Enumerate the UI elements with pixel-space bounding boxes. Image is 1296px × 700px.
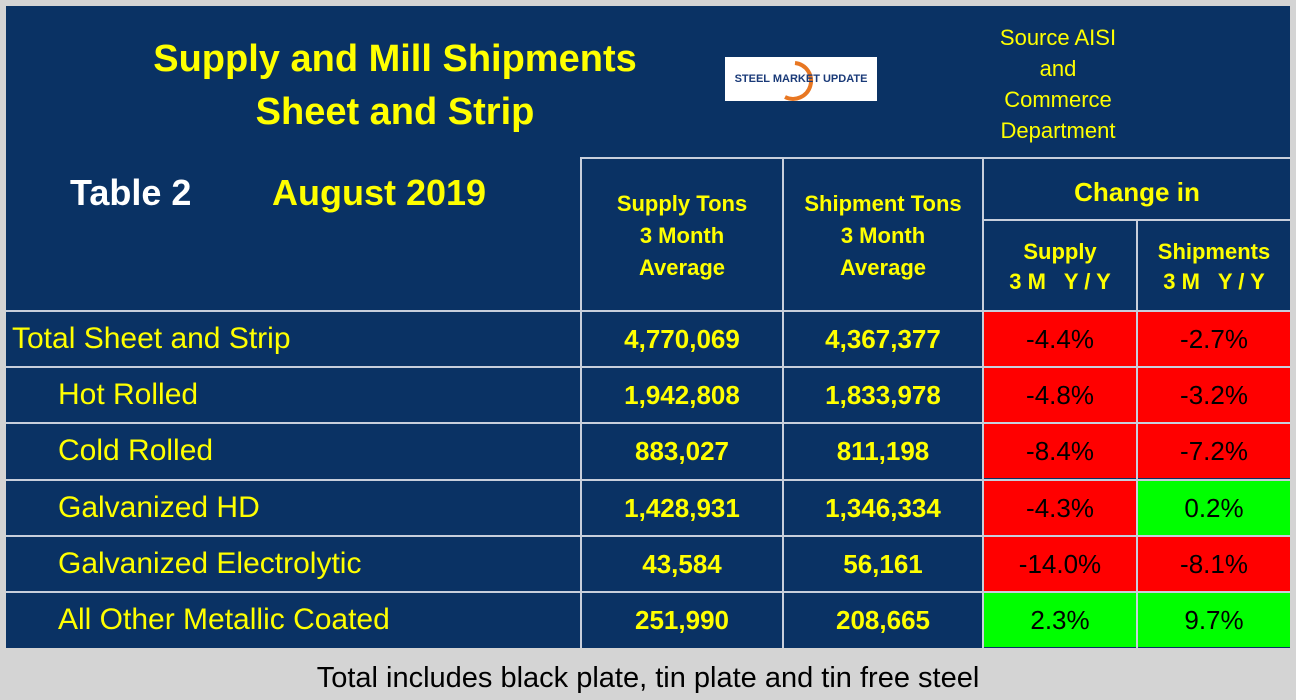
source-text: Department <box>1000 118 1116 143</box>
grid-line <box>6 366 1290 368</box>
column-header: 3 M Y / Y <box>1163 269 1265 294</box>
row-label: Total Sheet and Strip <box>12 322 291 355</box>
shipment-change-cell: 0.2% <box>1138 481 1290 535</box>
date: August 2019 <box>272 172 487 213</box>
shipment-change-cell: 9.7% <box>1138 593 1290 647</box>
source-text: and <box>1039 56 1077 81</box>
row-label: Galvanized Electrolytic <box>58 547 362 580</box>
shipment-change-cell: -8.1% <box>1138 537 1290 591</box>
grid-line <box>6 310 1290 312</box>
column-header: 3 Month <box>639 223 725 248</box>
supply-change-cell: -4.4% <box>984 312 1136 366</box>
supply-cell: 43,584 <box>642 548 722 579</box>
column-header: 3 M Y / Y <box>1009 269 1111 294</box>
grid-line <box>1136 219 1138 648</box>
supply-change-cell: -8.4% <box>984 424 1136 478</box>
column-header: Change in <box>1074 177 1200 207</box>
column-header: Supply Tons <box>616 191 748 216</box>
column-header: Average <box>839 255 926 280</box>
source-text: Source AISI <box>999 25 1117 50</box>
supply-cell: 4,770,069 <box>624 323 740 354</box>
shipment-change-cell: -2.7% <box>1138 312 1290 366</box>
column-header: 3 Month <box>840 223 926 248</box>
row-label: Hot Rolled <box>58 378 199 411</box>
column-header: Shipments <box>1157 239 1271 264</box>
grid-line <box>6 479 1290 481</box>
logo-arc <box>784 61 813 101</box>
title: Supply and Mill Shipments <box>153 38 637 80</box>
shipment-cell: 1,346,334 <box>825 492 941 523</box>
row-label: All Other Metallic Coated <box>58 603 390 636</box>
shipment-cell: 811,198 <box>836 435 930 466</box>
logo-text: STEEL MARKET UPDATE <box>734 73 868 85</box>
grid-line <box>982 157 984 648</box>
row-label: Galvanized HD <box>58 491 260 524</box>
column-header: Average <box>638 255 725 280</box>
shipment-change-cell: -7.2% <box>1138 424 1290 478</box>
title: Sheet and Strip <box>255 91 535 133</box>
grid-line <box>6 591 1290 593</box>
shipment-cell: 1,833,978 <box>825 379 941 410</box>
grid-line <box>782 157 784 648</box>
table-label: Table 2 <box>70 172 192 213</box>
shipment-cell: 208,665 <box>836 604 930 635</box>
column-header: Supply <box>1023 239 1097 264</box>
supply-change-cell: 2.3% <box>984 593 1136 647</box>
source-text: Commerce <box>1004 87 1112 112</box>
footer: Total includes black plate, tin plate an… <box>316 662 980 694</box>
grid-line <box>580 157 1290 159</box>
supply-cell: 883,027 <box>635 435 729 466</box>
shipment-cell: 4,367,377 <box>825 323 941 354</box>
supply-change-cell: -14.0% <box>984 537 1136 591</box>
supply-change-cell: -4.3% <box>984 481 1136 535</box>
supply-change-cell: -4.8% <box>984 368 1136 422</box>
supply-cell: 251,990 <box>635 604 729 635</box>
row-label: Cold Rolled <box>58 434 214 467</box>
shipment-change-cell: -3.2% <box>1138 368 1290 422</box>
column-header: Shipment Tons <box>804 191 962 216</box>
grid-line <box>580 157 582 648</box>
shipment-cell: 56,161 <box>843 548 923 579</box>
grid-line <box>6 535 1290 537</box>
supply-cell: 1,428,931 <box>624 492 740 523</box>
logo: STEEL MARKET UPDATE <box>725 57 877 101</box>
supply-cell: 1,942,808 <box>624 379 740 410</box>
grid-line <box>6 422 1290 424</box>
